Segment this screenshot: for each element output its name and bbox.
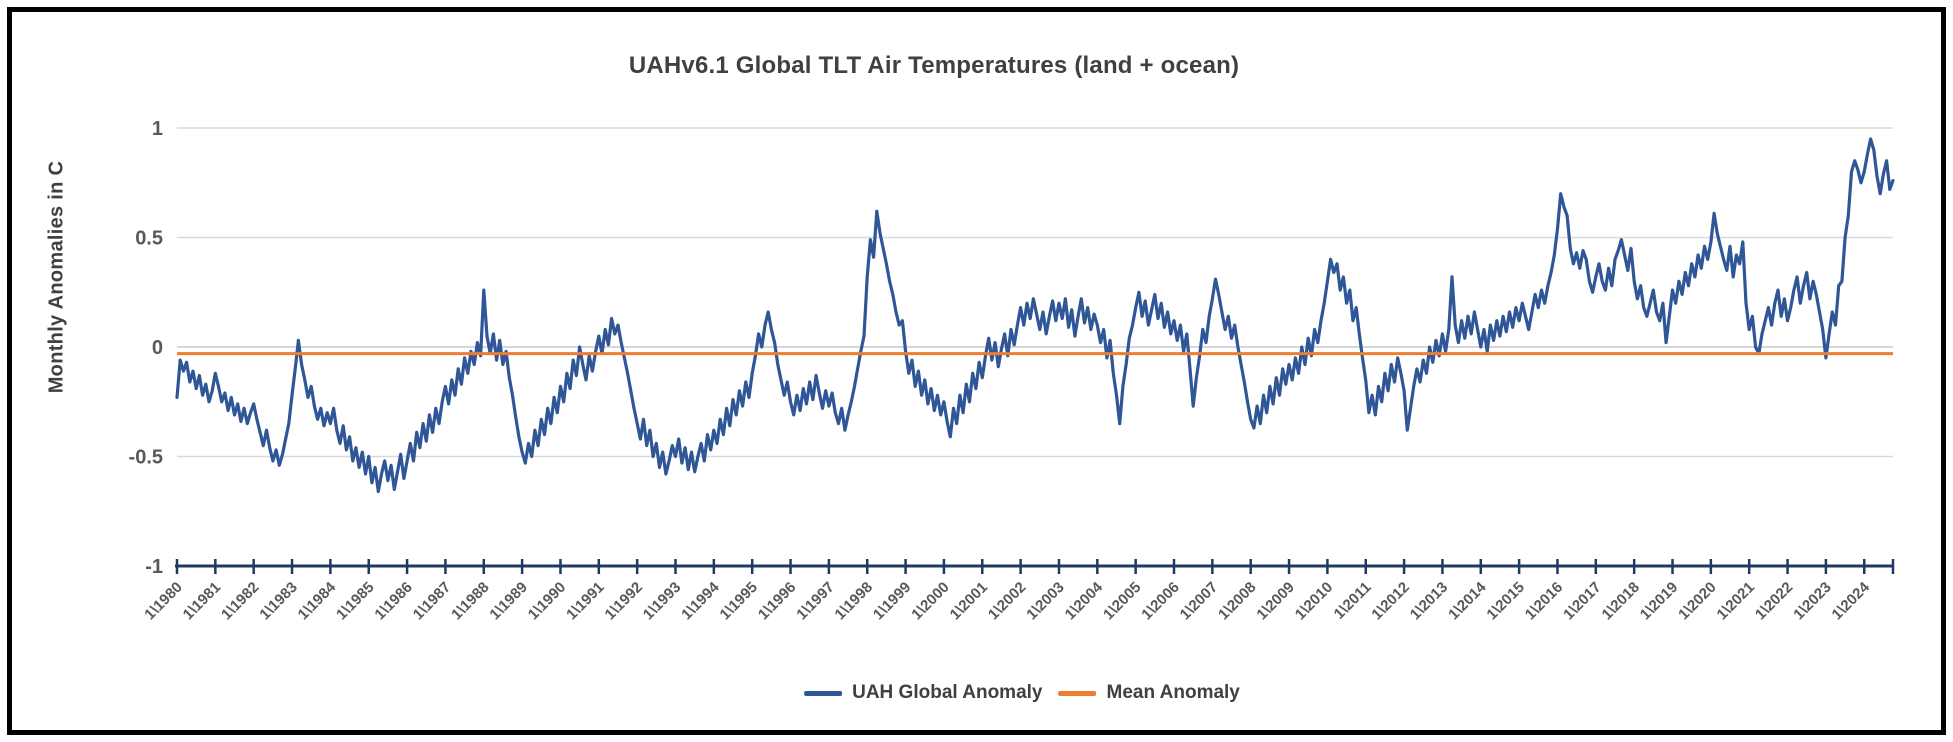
x-tick-label: 1\1993 xyxy=(640,579,684,623)
x-tick-label: 1\2014 xyxy=(1445,578,1490,623)
x-tick-label: 1\2020 xyxy=(1675,579,1719,623)
legend-label-uah-global-anomaly: UAH Global Anomaly xyxy=(852,682,1043,703)
uah-global-anomaly-line xyxy=(175,137,1895,494)
x-tick-label: 1\2021 xyxy=(1714,579,1758,623)
x-tick-label: 1\2001 xyxy=(947,579,991,623)
y-tick-label: 0.5 xyxy=(135,228,163,250)
x-tick-label: 1\1992 xyxy=(602,579,646,623)
x-tick-label: 1\2018 xyxy=(1599,579,1643,623)
gridlines xyxy=(177,127,1893,458)
legend: UAH Global Anomaly Mean Anomaly xyxy=(804,682,1240,704)
x-tick-label: 1\2015 xyxy=(1483,579,1527,623)
x-tick-label: 1\2013 xyxy=(1407,579,1451,623)
x-tick-label: 1\2008 xyxy=(1215,579,1259,623)
x-tick-label: 1\2016 xyxy=(1522,579,1566,623)
x-tick-label: 1\2005 xyxy=(1100,579,1144,623)
x-tick-label: 1\1981 xyxy=(180,579,224,623)
x-tick-label: 1\2019 xyxy=(1637,579,1681,623)
x-tick-label: 1\1987 xyxy=(410,579,454,623)
y-axis-tick-labels: 1 0.5 0 -0.5 -1 xyxy=(129,118,163,578)
x-tick-label: 1\2000 xyxy=(908,579,952,623)
x-tick-label: 1\1983 xyxy=(256,579,300,623)
x-tick-label: 1\2009 xyxy=(1253,579,1297,623)
x-tick-label: 1\1996 xyxy=(755,579,799,623)
x-tick-label: 1\2011 xyxy=(1331,579,1375,623)
y-axis-title: Monthly Anomalies in C xyxy=(45,160,68,394)
x-tick-label: 1\2023 xyxy=(1790,579,1834,623)
x-tick-label: 1\1999 xyxy=(870,579,914,623)
x-axis xyxy=(175,559,1895,574)
x-tick-label: 1\1994 xyxy=(678,578,723,623)
x-tick-label: 1\1982 xyxy=(218,579,262,623)
x-tick-label: 1\2022 xyxy=(1752,579,1796,623)
x-tick-label: 1\1995 xyxy=(717,579,761,623)
x-tick-label: 1\2024 xyxy=(1829,578,1874,623)
x-tick-label: 1\1989 xyxy=(486,579,530,623)
y-tick-label: 1 xyxy=(152,118,163,140)
x-tick-label: 1\2017 xyxy=(1560,579,1604,623)
legend-label-mean-anomaly: Mean Anomaly xyxy=(1106,682,1240,703)
x-tick-label: 1\1984 xyxy=(295,578,340,623)
mean-series-line-swatch xyxy=(1058,690,1097,696)
x-tick-label: 1\2003 xyxy=(1023,579,1067,623)
y-tick-label: 0 xyxy=(152,337,163,359)
x-tick-label: 1\1986 xyxy=(371,579,415,623)
x-tick-label: 1\1997 xyxy=(793,579,837,623)
y-tick-label: -1 xyxy=(145,556,163,578)
x-tick-label: 1\1991 xyxy=(563,579,607,623)
x-tick-label: 1\1980 xyxy=(141,579,185,623)
legend-item-uah-global-anomaly: UAH Global Anomaly xyxy=(804,682,1042,704)
legend-item-mean-anomaly: Mean Anomaly xyxy=(1058,682,1240,704)
x-tick-label: 1\2004 xyxy=(1062,578,1107,623)
x-tick-label: 1\1988 xyxy=(448,579,492,623)
x-tick-label: 1\2006 xyxy=(1138,579,1182,623)
x-tick-label: 1\2007 xyxy=(1177,579,1221,623)
uah-series-line-swatch xyxy=(804,690,843,696)
x-tick-label: 1\2012 xyxy=(1368,579,1412,623)
x-tick-label: 1\2002 xyxy=(985,579,1029,623)
chart-title: UAHv6.1 Global TLT Air Temperatures (lan… xyxy=(628,52,1240,79)
x-tick-label: 1\1998 xyxy=(832,579,876,623)
x-tick-label: 1\2010 xyxy=(1292,579,1336,623)
x-tick-label: 1\1990 xyxy=(525,579,569,623)
x-tick-label: 1\1985 xyxy=(333,579,377,623)
y-tick-label: -0.5 xyxy=(129,447,163,469)
x-axis-tick-labels: 1\19801\19811\19821\19831\19841\19851\19… xyxy=(141,578,1873,623)
